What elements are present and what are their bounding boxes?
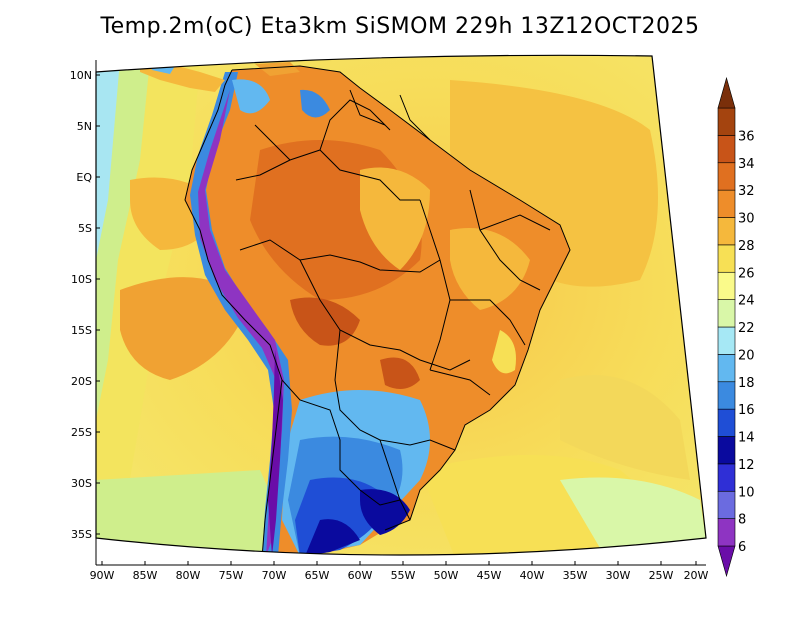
map-frame	[95, 54, 707, 556]
colorbar-label: 10	[738, 485, 755, 500]
colorbar-swatch	[717, 381, 736, 410]
colorbar-label: 14	[738, 431, 755, 446]
lon-label: 70W	[262, 569, 287, 582]
colorbar-swatch	[717, 107, 736, 136]
colorbar-swatch	[717, 162, 736, 191]
longitude-axis: 90W 85W 80W 75W 70W 65W 60W 55W 50W 45W …	[90, 561, 709, 582]
lat-label: 5S	[78, 222, 92, 235]
colorbar-label: 20	[738, 348, 755, 363]
colorbar: 6 8 10 12 14 16 18 20 22 24 26 28 30 32 34 36	[717, 76, 755, 578]
political-borders	[184, 65, 571, 555]
lon-label: 20W	[684, 569, 709, 582]
colorbar-swatch	[717, 299, 736, 328]
colorbar-label: 8	[738, 513, 746, 528]
colorbar-min-arrow	[717, 545, 736, 578]
lat-label: 30S	[71, 477, 92, 490]
colorbar-label: 32	[738, 184, 755, 199]
lon-label: 75W	[219, 569, 244, 582]
colorbar-swatch	[717, 490, 736, 519]
lat-label: 25S	[71, 426, 92, 439]
colorbar-label: 24	[738, 294, 755, 309]
lon-label: 80W	[176, 569, 201, 582]
colorbar-swatch	[717, 189, 736, 218]
colorbar-label: 6	[738, 540, 746, 555]
colorbar-swatch	[717, 326, 736, 355]
colorbar-label: 22	[738, 321, 755, 336]
colorbar-label: 36	[738, 129, 755, 144]
colorbar-swatch	[717, 135, 736, 164]
colorbar-swatch	[717, 518, 736, 547]
lat-label: 20S	[71, 375, 92, 388]
colorbar-swatch	[717, 244, 736, 273]
lat-label: 15S	[71, 324, 92, 337]
colorbar-swatch	[717, 271, 736, 300]
lon-label: 90W	[90, 569, 115, 582]
lon-label: 55W	[391, 569, 416, 582]
colorbar-label: 28	[738, 239, 755, 254]
colorbar-label: 26	[738, 266, 755, 281]
colorbar-label: 34	[738, 157, 755, 172]
colorbar-max-arrow	[717, 76, 736, 109]
map-domain	[96, 55, 706, 555]
lon-label: 60W	[348, 569, 373, 582]
lat-label: 5N	[77, 120, 92, 133]
colorbar-swatch	[717, 354, 736, 383]
lon-label: 85W	[133, 569, 158, 582]
lon-label: 40W	[520, 569, 545, 582]
lon-label: 25W	[649, 569, 674, 582]
colorbar-label: 18	[738, 376, 755, 391]
colorbar-swatch	[717, 436, 736, 465]
latitude-axis: 10N 5N EQ 5S 10S 15S 20S 25S 30S 35S	[70, 69, 100, 541]
lon-label: 45W	[477, 569, 502, 582]
lat-label: 10N	[70, 69, 92, 82]
colorbar-label: 12	[738, 458, 755, 473]
lon-label: 30W	[606, 569, 631, 582]
colorbar-label: 30	[738, 212, 755, 227]
lon-label: 50W	[434, 569, 459, 582]
colorbar-label: 16	[738, 403, 755, 418]
lon-label: 65W	[305, 569, 330, 582]
colorbar-swatch	[717, 408, 736, 437]
lat-label: 10S	[71, 273, 92, 286]
lat-label: EQ	[76, 171, 92, 184]
colorbar-swatch	[717, 217, 736, 246]
lon-label: 35W	[563, 569, 588, 582]
colorbar-swatch	[717, 463, 736, 492]
lat-label: 35S	[71, 528, 92, 541]
map-title: Temp.2m(oC) Eta3km SiSMOM 229h 13Z12OCT2…	[100, 14, 700, 39]
